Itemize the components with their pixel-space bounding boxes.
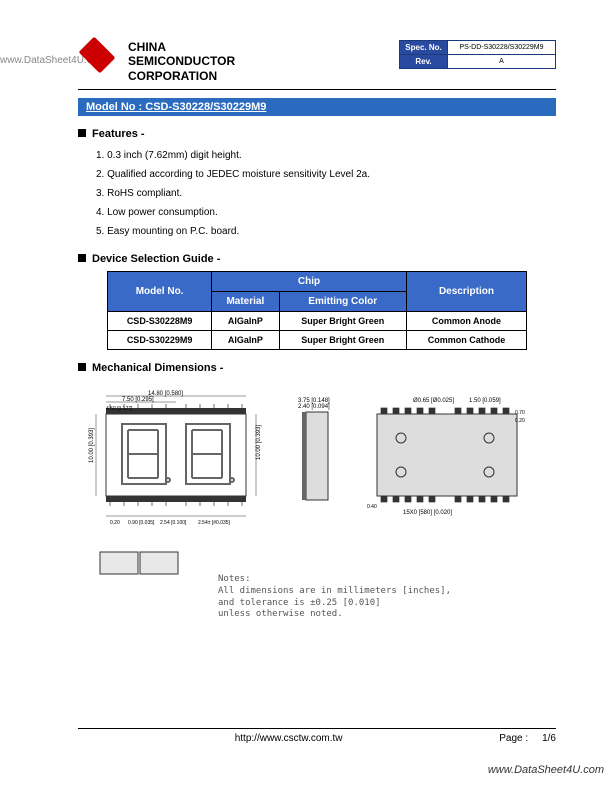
cell-material: AlGaInP <box>212 331 279 350</box>
cell-desc: Common Cathode <box>406 331 526 350</box>
col-emitting: Emitting Color <box>279 292 406 312</box>
features-list: 1. 0.3 inch (7.62mm) digit height. 2. Qu… <box>78 146 556 241</box>
dim-r1: 0.70 <box>515 410 525 416</box>
dim-bot-b: 0.90 [0.035] <box>128 520 155 526</box>
feature-item: 1. 0.3 inch (7.62mm) digit height. <box>96 146 556 165</box>
col-chip: Chip <box>212 272 407 292</box>
cell-emitting: Super Bright Green <box>279 331 406 350</box>
header-rule <box>78 89 556 90</box>
cell-model: CSD-S30228M9 <box>108 312 212 331</box>
dim-r3: 0.40 <box>367 504 377 510</box>
company-line2: SEMICONDUCTOR <box>128 54 389 68</box>
header: CHINA SEMICONDUCTOR CORPORATION Spec. No… <box>78 40 556 83</box>
model-number-bar: Model No : CSD-S30228/S30229M9 <box>78 98 556 116</box>
dim-bot-a: 0.20 <box>110 520 120 526</box>
dim-hole: Ø0.65 [Ø0.025] <box>413 398 454 404</box>
dim-bot-c: 2.54 [0.100] <box>160 520 187 526</box>
front-view-drawing: 14.80 [0.580] 7.50 [0.295] 10.00 [0.393]… <box>88 390 268 530</box>
table-row: CSD-S30229M9 AlGaInP Super Bright Green … <box>108 331 527 350</box>
cell-model: CSD-S30229M9 <box>108 331 212 350</box>
device-guide-heading: Device Selection Guide - <box>78 253 556 265</box>
feature-item: 5. Easy mounting on P.C. board. <box>96 222 556 241</box>
table-row: CSD-S30228M9 AlGaInP Super Bright Green … <box>108 312 527 331</box>
dim-bot-d: 2.54± [#0.035] <box>198 520 231 526</box>
spec-no-label: Spec. No. <box>400 41 448 55</box>
page-label: Page : <box>499 733 528 744</box>
footer-url: http://www.csctw.com.tw <box>78 733 499 744</box>
cell-emitting: Super Bright Green <box>279 312 406 331</box>
col-material: Material <box>212 292 279 312</box>
feature-item: 3. RoHS compliant. <box>96 184 556 203</box>
footer-page: Page : 1/6 <box>499 733 556 744</box>
dim-side-b: 2.40 [0.094] <box>298 404 330 410</box>
side-view-drawing: 3.75 [0.148] 2.40 [0.094] <box>288 394 348 524</box>
page-value: 1/6 <box>542 733 556 744</box>
dim-top-inner: 7.50 [0.295] <box>122 397 154 403</box>
dim-span: 15X0 [580] [0.020] <box>403 510 452 516</box>
feature-item: 2. Qualified according to JEDEC moisture… <box>96 165 556 184</box>
feature-item: 4. Low power consumption. <box>96 203 556 222</box>
company-line3: CORPORATION <box>128 69 389 83</box>
dim-bot-e: 4.50 [0.177] <box>106 406 133 412</box>
spec-rev-table: Spec. No. PS-DD-S30228/S30229M9 Rev. A <box>399 40 556 69</box>
dim-r2: 0.20 <box>515 418 525 424</box>
company-line1: CHINA <box>128 40 389 54</box>
dim-left-h: 10.00 [0.393] <box>89 428 95 463</box>
company-name: CHINA SEMICONDUCTOR CORPORATION <box>128 40 389 83</box>
col-desc: Description <box>406 272 526 312</box>
footprint-drawing: Ø0.65 [Ø0.025] 1.50 [0.059] 15X0 [580] [… <box>363 394 533 524</box>
mechanical-drawings: 14.80 [0.580] 7.50 [0.295] 10.00 [0.393]… <box>78 384 556 614</box>
spec-no-value: PS-DD-S30228/S30229M9 <box>448 41 556 55</box>
company-logo-icon <box>78 40 118 74</box>
mechanical-heading: Mechanical Dimensions - <box>78 362 556 374</box>
page-footer: http://www.csctw.com.tw Page : 1/6 <box>78 728 556 744</box>
features-heading: Features - <box>78 128 556 140</box>
cell-desc: Common Anode <box>406 312 526 331</box>
page-content: CHINA SEMICONDUCTOR CORPORATION Spec. No… <box>78 40 556 621</box>
rev-value: A <box>448 55 556 69</box>
watermark-right: www.DataSheet4U.com <box>488 764 604 776</box>
cell-material: AlGaInP <box>212 312 279 331</box>
dim-left-h2: 10.00 [0.393] <box>256 425 262 460</box>
aux-drawing <box>96 548 186 584</box>
col-model: Model No. <box>108 272 212 312</box>
rev-label: Rev. <box>400 55 448 69</box>
device-selection-table: Model No. Chip Description Material Emit… <box>107 271 527 350</box>
dim-pitch: 1.50 [0.059] <box>469 398 501 404</box>
